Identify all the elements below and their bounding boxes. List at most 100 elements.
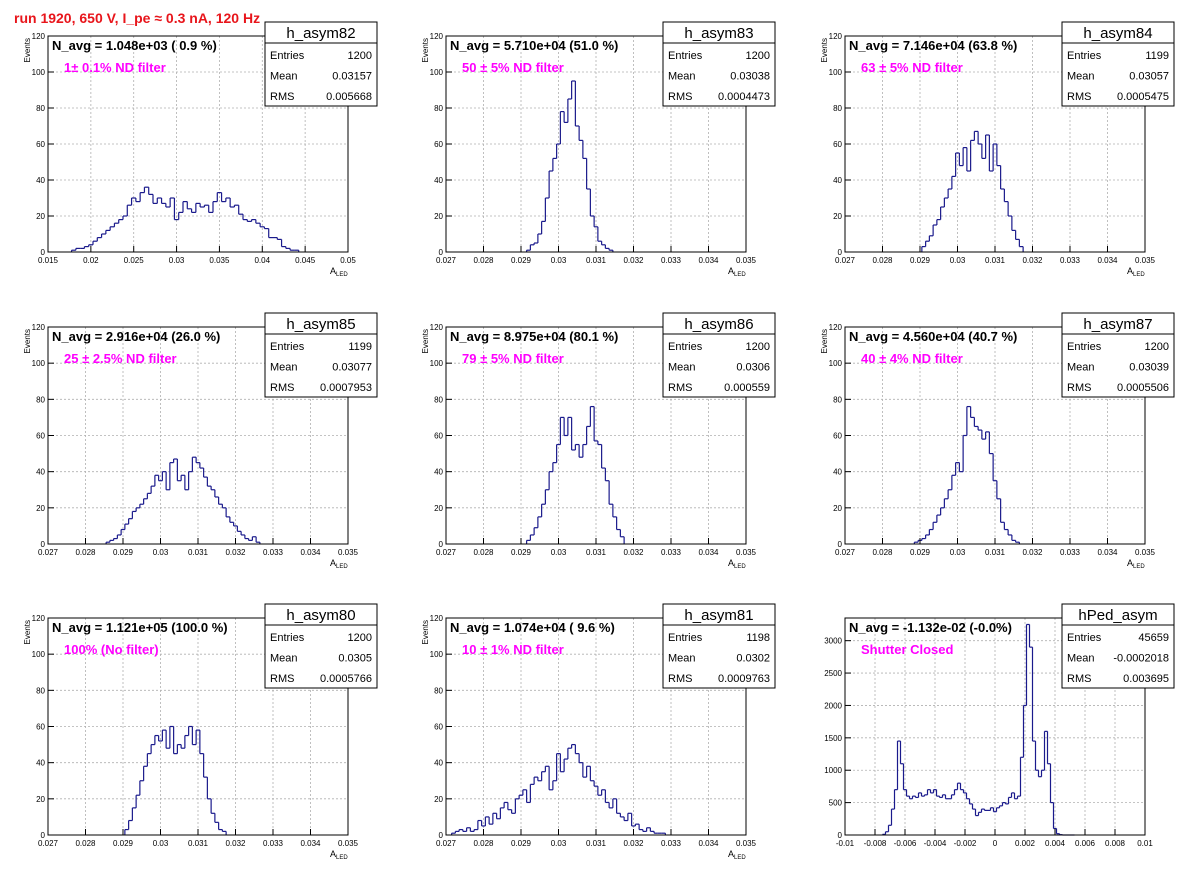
stats-label-mean: Mean bbox=[668, 71, 696, 83]
navg-label: N_avg = 1.048e+03 ( 0.9 %) bbox=[52, 38, 217, 53]
y-tick-label: 80 bbox=[833, 104, 842, 113]
stats-box-frame bbox=[264, 603, 378, 689]
y-tick-label: 40 bbox=[36, 759, 45, 768]
histogram-panel-h_asym85: 0.027 0.028 0.029 0.03 0.031 0.032 0.033 0.034 0… bbox=[23, 312, 378, 570]
stats-box: h_asym86 Entries 1200 Mean 0.0306 RMS 0.000559 bbox=[662, 312, 776, 398]
stats-box-frame bbox=[1061, 21, 1175, 107]
y-tick-label: 20 bbox=[434, 504, 443, 513]
y-tick-label: 120 bbox=[32, 323, 46, 332]
x-tick-label: 0.035 bbox=[209, 256, 230, 265]
filter-annotation: 100% (No filter) bbox=[64, 642, 159, 657]
x-tick-label: 0.03 bbox=[950, 256, 966, 265]
histogram-panel-h_asym80: 0.027 0.028 0.029 0.03 0.031 0.032 0.033 0.034 0… bbox=[23, 603, 378, 861]
x-tick-label: 0.032 bbox=[1022, 256, 1043, 265]
y-tick-label: 500 bbox=[829, 799, 843, 808]
x-tick-label: 0.034 bbox=[698, 256, 719, 265]
x-tick-label: 0.03 bbox=[551, 548, 567, 557]
x-tick-label: 0 bbox=[993, 839, 998, 848]
y-axis-title: Events bbox=[421, 38, 430, 62]
x-axis-title-main: A bbox=[728, 558, 734, 568]
x-tick-label: 0.027 bbox=[436, 839, 457, 848]
navg-label: N_avg = -1.132e-02 (-0.0%) bbox=[849, 620, 1012, 635]
x-tick-label: 0.032 bbox=[1022, 548, 1043, 557]
stats-value-mean: 0.03038 bbox=[730, 71, 770, 83]
x-tick-label: 0.01 bbox=[1137, 839, 1153, 848]
x-tick-label: 0.035 bbox=[736, 256, 757, 265]
x-tick-label: 0.025 bbox=[124, 256, 145, 265]
stats-value-entries: 1198 bbox=[746, 632, 770, 644]
stats-label-entries: Entries bbox=[1067, 632, 1102, 644]
x-tick-label: 0.031 bbox=[985, 256, 1006, 265]
x-tick-label: -0.006 bbox=[894, 839, 917, 848]
y-tick-label: 20 bbox=[434, 212, 443, 221]
x-tick-label: 0.035 bbox=[338, 548, 359, 557]
x-tick-label: 0.029 bbox=[113, 839, 134, 848]
y-tick-label: 40 bbox=[434, 759, 443, 768]
x-tick-label: 0.032 bbox=[225, 548, 246, 557]
stats-label-entries: Entries bbox=[270, 341, 305, 353]
y-tick-label: 100 bbox=[829, 359, 843, 368]
stats-label-mean: Mean bbox=[1067, 71, 1095, 83]
stats-box: h_asym85 Entries 1199 Mean 0.03077 RMS 0.00079… bbox=[264, 312, 378, 398]
x-tick-label: -0.002 bbox=[954, 839, 977, 848]
x-axis-title-sub: LED bbox=[734, 272, 746, 278]
stats-value-entries: 1200 bbox=[348, 632, 372, 644]
x-tick-label: 0.033 bbox=[1060, 256, 1081, 265]
y-tick-label: 120 bbox=[430, 323, 444, 332]
stats-value-entries: 1200 bbox=[348, 50, 372, 62]
y-tick-label: 20 bbox=[434, 795, 443, 804]
filter-annotation: 40 ± 4% ND filter bbox=[861, 351, 963, 366]
x-tick-label: 0.033 bbox=[661, 256, 682, 265]
stats-box: h_asym87 Entries 1200 Mean 0.03039 RMS 0.00055… bbox=[1061, 312, 1175, 398]
x-axis-title-sub: LED bbox=[336, 564, 348, 570]
y-tick-label: 60 bbox=[434, 432, 443, 441]
x-tick-label: 0.033 bbox=[661, 839, 682, 848]
stats-value-rms: 0.000559 bbox=[724, 382, 770, 394]
y-tick-label: 80 bbox=[434, 686, 443, 695]
stats-label-mean: Mean bbox=[270, 71, 298, 83]
y-tick-label: 2000 bbox=[824, 701, 842, 710]
x-tick-label: 0.035 bbox=[736, 839, 757, 848]
x-axis-title-main: A bbox=[728, 266, 734, 276]
y-tick-label: 20 bbox=[36, 795, 45, 804]
stats-box: h_asym80 Entries 1200 Mean 0.0305 RMS 0.000576… bbox=[264, 603, 378, 689]
filter-annotation: 10 ± 1% ND filter bbox=[462, 642, 564, 657]
x-tick-label: 0.035 bbox=[1135, 256, 1156, 265]
x-tick-label: 0.006 bbox=[1075, 839, 1096, 848]
stats-value-entries: 1199 bbox=[348, 341, 372, 353]
stats-label-rms: RMS bbox=[668, 382, 692, 394]
stats-label-rms: RMS bbox=[270, 91, 294, 103]
x-tick-label: 0.027 bbox=[436, 256, 457, 265]
x-tick-label: 0.028 bbox=[473, 839, 494, 848]
y-tick-label: 80 bbox=[434, 395, 443, 404]
stats-value-rms: 0.005668 bbox=[326, 91, 372, 103]
y-tick-label: 3000 bbox=[824, 637, 842, 646]
x-tick-label: 0.032 bbox=[623, 256, 644, 265]
stats-label-entries: Entries bbox=[1067, 341, 1102, 353]
y-tick-label: 20 bbox=[36, 212, 45, 221]
stats-box-frame bbox=[264, 21, 378, 107]
stats-box: h_asym84 Entries 1199 Mean 0.03057 RMS 0.00054… bbox=[1061, 21, 1175, 107]
x-tick-label: 0.033 bbox=[661, 548, 682, 557]
histogram-panel-h_asym82: 0.015 0.02 0.025 0.03 0.035 0.04 0.045 0.05 0 20 4… bbox=[23, 21, 378, 278]
y-tick-label: 0 bbox=[439, 831, 444, 840]
navg-label: N_avg = 1.121e+05 (100.0 %) bbox=[52, 620, 228, 635]
y-tick-label: 0 bbox=[439, 540, 444, 549]
y-tick-label: 100 bbox=[829, 68, 843, 77]
stats-label-rms: RMS bbox=[1067, 382, 1091, 394]
stats-label-mean: Mean bbox=[668, 362, 696, 374]
y-axis-title: Events bbox=[23, 620, 32, 644]
y-axis-title: Events bbox=[23, 38, 32, 62]
stats-box-frame bbox=[662, 312, 776, 398]
stats-value-mean: 0.03039 bbox=[1129, 362, 1169, 374]
stats-value-mean: 0.0305 bbox=[338, 653, 372, 665]
x-tick-label: 0.015 bbox=[38, 256, 59, 265]
x-tick-label: 0.03 bbox=[551, 839, 567, 848]
stats-value-mean: 0.03157 bbox=[332, 71, 372, 83]
stats-value-rms: 0.0005475 bbox=[1117, 91, 1169, 103]
x-axis-title-sub: LED bbox=[1133, 272, 1145, 278]
y-tick-label: 60 bbox=[833, 140, 842, 149]
run-title: run 1920, 650 V, I_pe ≈ 0.3 nA, 120 Hz bbox=[14, 10, 261, 26]
navg-label: N_avg = 8.975e+04 (80.1 %) bbox=[450, 329, 618, 344]
